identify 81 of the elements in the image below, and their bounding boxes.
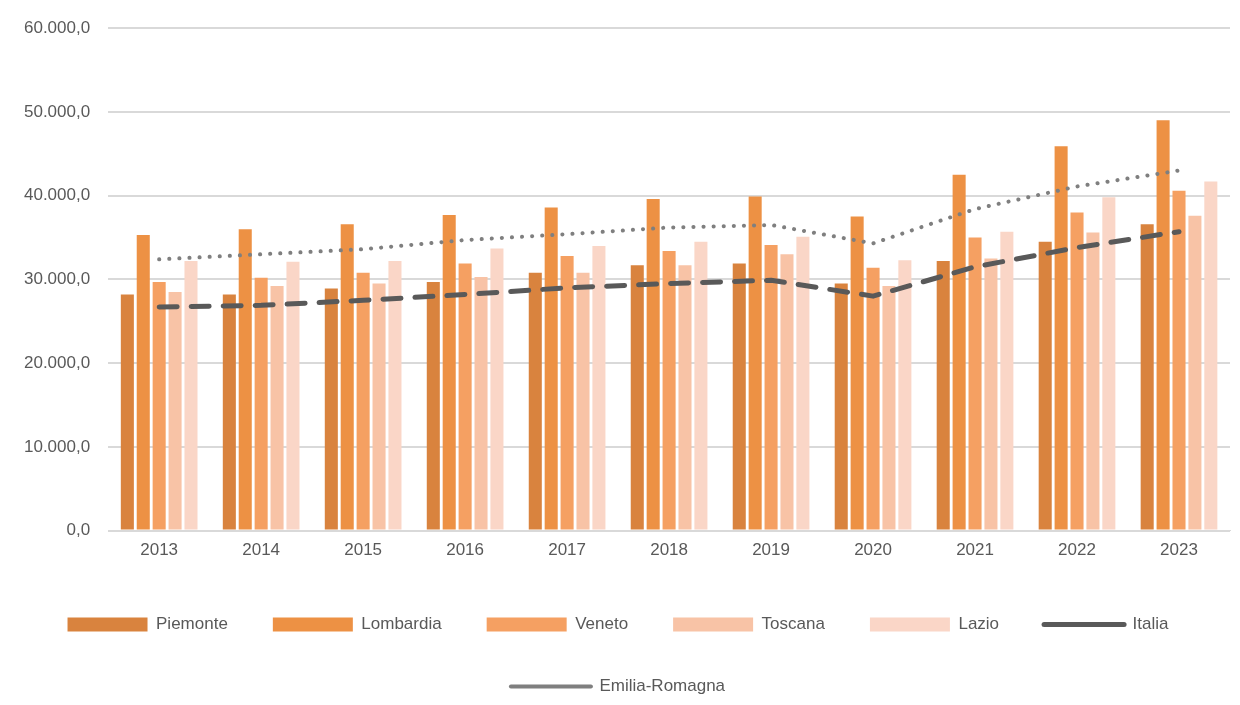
- bar: [678, 265, 692, 530]
- bar: [630, 265, 644, 530]
- bar: [882, 286, 896, 530]
- x-tick-label: 2017: [548, 540, 587, 560]
- bar: [1188, 215, 1202, 530]
- bar: [646, 199, 660, 530]
- bar: [474, 276, 488, 530]
- x-tick-label: 2018: [650, 540, 688, 560]
- bar: [426, 281, 440, 530]
- bar: [458, 263, 472, 530]
- y-tick-label: 50.000,0: [23, 101, 91, 121]
- bar: [490, 248, 504, 530]
- y-tick-label: 30.000,0: [23, 269, 91, 289]
- bar: [592, 245, 606, 530]
- bar: [662, 250, 676, 530]
- bar: [952, 174, 966, 530]
- bar: [544, 207, 558, 530]
- bar: [796, 236, 810, 530]
- y-tick-label: 0,0: [66, 520, 91, 540]
- x-tick-label: 2023: [1160, 540, 1198, 560]
- bar: [442, 214, 456, 530]
- bar: [1102, 197, 1116, 530]
- bar: [1140, 224, 1154, 530]
- line-series: [157, 168, 1182, 262]
- bar: [270, 286, 284, 530]
- legend-label: Emilia-Romagna: [599, 676, 726, 696]
- x-tick-label: 2020: [854, 540, 892, 560]
- bar: [850, 216, 864, 530]
- legend-label: Veneto: [575, 614, 629, 634]
- bar: [372, 283, 386, 530]
- bar: [528, 272, 542, 530]
- bar: [968, 237, 982, 530]
- bar: [136, 235, 150, 530]
- bar: [936, 260, 950, 530]
- bar: [152, 281, 166, 530]
- bar: [388, 260, 402, 530]
- bar: [222, 294, 236, 530]
- x-tick-label: 2016: [446, 540, 485, 560]
- y-tick-label: 40.000,0: [23, 185, 91, 205]
- bar: [1038, 241, 1052, 530]
- x-tick-label: 2014: [242, 540, 281, 560]
- y-tick-label: 60.000,0: [23, 17, 91, 37]
- x-tick-label: 2013: [140, 540, 179, 560]
- legend-label: Toscana: [761, 614, 826, 634]
- legend-label: Lazio: [958, 614, 1000, 634]
- bar: [748, 196, 762, 530]
- bar: [560, 255, 574, 530]
- bar: [984, 258, 998, 530]
- bar: [168, 291, 182, 530]
- bar: [1156, 120, 1170, 530]
- bar: [1204, 181, 1218, 530]
- legend-label: Italia: [1132, 614, 1170, 634]
- bar: [1086, 232, 1100, 530]
- legend-label: Piemonte: [156, 614, 228, 634]
- bar: [866, 267, 880, 530]
- bar: [184, 260, 198, 530]
- bar: [286, 261, 300, 530]
- bar: [576, 272, 590, 530]
- bar: [732, 263, 746, 530]
- x-tick-label: 2022: [1058, 540, 1096, 560]
- bar: [898, 260, 912, 530]
- bar: [356, 272, 370, 530]
- bar: [254, 277, 268, 530]
- bar: [324, 288, 338, 530]
- y-tick-label: 10.000,0: [23, 436, 91, 456]
- x-tick-label: 2019: [752, 540, 790, 560]
- legend-label: Lombardia: [361, 614, 443, 634]
- bar: [694, 241, 708, 530]
- bar: [120, 294, 134, 530]
- bar: [834, 283, 848, 530]
- bar: [1000, 231, 1014, 530]
- x-tick-label: 2021: [956, 540, 994, 560]
- x-tick-label: 2015: [344, 540, 383, 560]
- bar: [1054, 146, 1068, 530]
- y-tick-label: 20.000,0: [23, 352, 91, 372]
- bar: [764, 245, 778, 530]
- bar: [238, 229, 252, 530]
- bar: [780, 254, 794, 530]
- bar: [1172, 190, 1186, 530]
- bar: [1070, 212, 1084, 530]
- bar: [340, 224, 354, 530]
